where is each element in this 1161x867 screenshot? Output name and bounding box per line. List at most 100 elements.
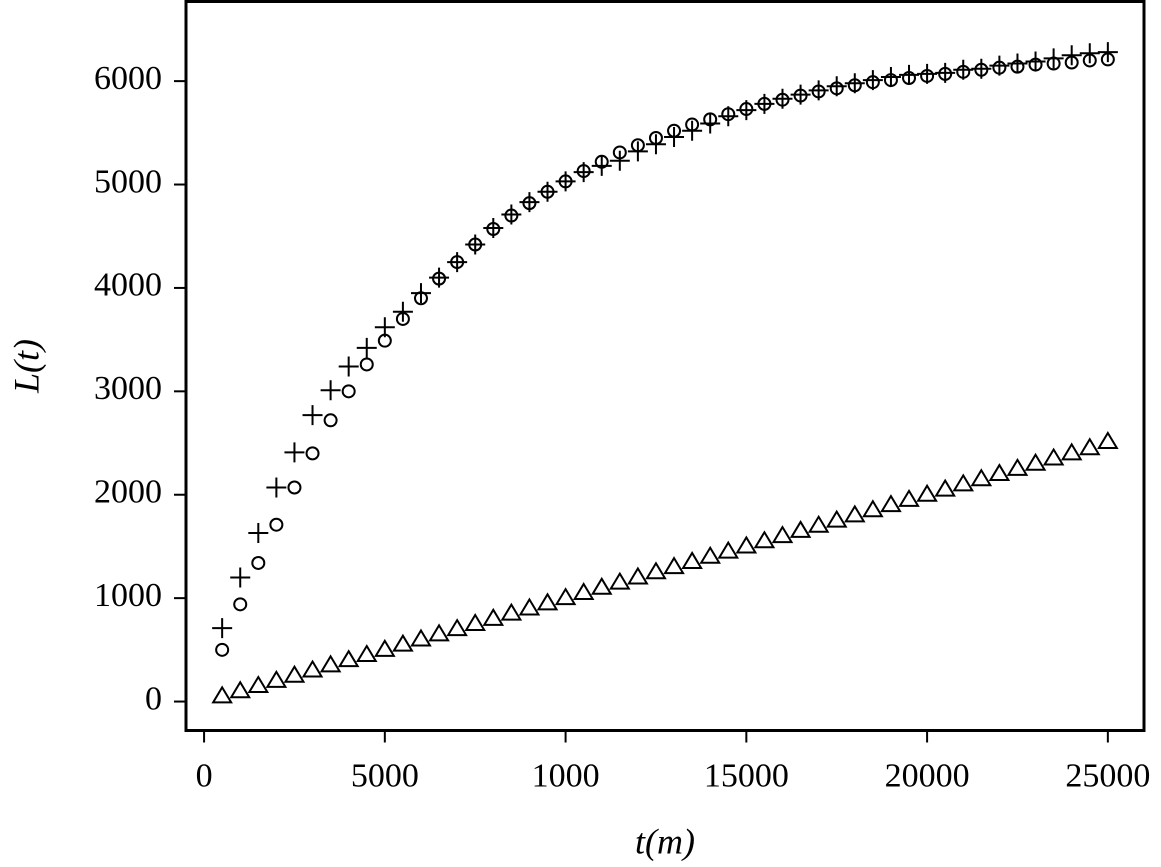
- point: [536, 592, 559, 611]
- point: [1097, 42, 1118, 63]
- point: [590, 576, 613, 595]
- y-tick-label: 4000: [94, 267, 162, 304]
- point: [464, 613, 486, 631]
- point: [319, 654, 342, 673]
- point: [576, 164, 591, 179]
- point: [1060, 442, 1083, 461]
- point: [717, 540, 740, 559]
- point: [825, 509, 848, 528]
- y-tick-label: 0: [145, 680, 162, 717]
- point: [554, 587, 577, 606]
- point: [938, 66, 953, 81]
- point: [953, 59, 974, 80]
- x-tick-label: 20000: [885, 757, 970, 794]
- point: [395, 311, 410, 326]
- x-tick-label: 5000: [351, 757, 419, 794]
- point: [847, 78, 862, 93]
- point: [287, 480, 302, 495]
- point: [392, 301, 413, 322]
- point: [540, 184, 555, 199]
- point: [880, 494, 902, 513]
- point: [591, 155, 612, 176]
- point: [337, 649, 360, 668]
- point: [700, 113, 721, 134]
- point: [883, 73, 898, 88]
- point: [1010, 59, 1025, 74]
- point: [970, 468, 993, 487]
- point: [338, 356, 359, 377]
- point: [377, 333, 392, 348]
- point: [920, 68, 935, 83]
- point: [627, 566, 649, 585]
- point: [917, 63, 938, 84]
- point: [771, 525, 794, 544]
- point: [739, 102, 754, 117]
- x-axis-label: t(m): [635, 821, 695, 861]
- x-tick-label: 25000: [1065, 757, 1150, 794]
- point: [862, 499, 884, 518]
- point: [974, 62, 989, 77]
- point: [341, 384, 356, 399]
- point: [518, 597, 541, 616]
- point: [320, 380, 341, 401]
- point: [902, 71, 917, 86]
- point: [775, 92, 790, 107]
- point: [229, 680, 251, 699]
- point: [269, 517, 284, 532]
- point: [432, 271, 447, 286]
- point: [283, 664, 306, 683]
- plot-frame: [184, 0, 1146, 732]
- point: [735, 535, 758, 554]
- y-tick-label: 5000: [94, 163, 162, 200]
- point: [355, 644, 378, 663]
- point: [266, 477, 287, 498]
- point: [522, 196, 537, 211]
- point: [685, 117, 700, 132]
- point: [663, 556, 685, 575]
- point: [1100, 52, 1115, 67]
- point: [410, 628, 432, 647]
- point: [215, 642, 230, 657]
- point: [284, 442, 305, 463]
- point: [1024, 452, 1047, 471]
- point: [558, 174, 573, 189]
- point: [211, 685, 233, 704]
- point: [302, 405, 323, 426]
- x-tick-label: 0: [196, 757, 213, 794]
- point: [374, 638, 396, 657]
- point: [356, 337, 377, 358]
- point: [952, 473, 975, 492]
- y-tick-label: 2000: [94, 474, 162, 511]
- point: [1025, 51, 1046, 72]
- point: [865, 75, 880, 90]
- point: [251, 555, 266, 570]
- point: [1042, 447, 1065, 466]
- point: [1064, 55, 1079, 70]
- point: [681, 551, 703, 569]
- point: [793, 88, 808, 103]
- point: [667, 123, 682, 138]
- point: [703, 112, 718, 127]
- y-tick-label: 3000: [94, 370, 162, 407]
- point: [594, 154, 609, 169]
- point: [1082, 53, 1097, 68]
- point: [1028, 57, 1043, 72]
- point: [648, 131, 663, 145]
- point: [899, 64, 920, 85]
- point: [1046, 56, 1061, 71]
- point: [233, 597, 248, 612]
- point: [826, 76, 847, 97]
- point: [789, 519, 812, 538]
- point: [301, 659, 324, 678]
- point: [609, 150, 630, 171]
- point: [428, 623, 450, 642]
- point: [486, 222, 501, 236]
- point: [1079, 43, 1100, 64]
- point: [265, 669, 288, 688]
- point: [392, 633, 414, 652]
- point: [862, 70, 883, 91]
- point: [645, 561, 667, 580]
- point: [612, 145, 627, 160]
- point: [468, 237, 483, 252]
